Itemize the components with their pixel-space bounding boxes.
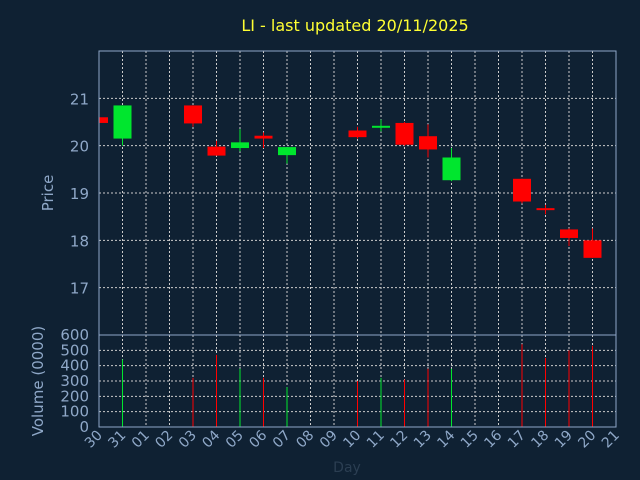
candle-body [278, 147, 296, 156]
price-tick-label: 20 [70, 138, 89, 156]
candle-body [536, 208, 555, 211]
volume-series [122, 344, 593, 427]
volume-tick-label: 200 [60, 387, 89, 405]
chart-title: LI - last updated 20/11/2025 [241, 16, 468, 35]
candle-body [231, 142, 249, 149]
volume-panel-frame [98, 334, 617, 428]
candle-body [583, 240, 602, 258]
x-tick-label: 16 [481, 427, 505, 451]
x-tick-label: 12 [387, 428, 411, 452]
x-tick-label: 13 [411, 428, 435, 452]
price-axis-label: Price [39, 175, 57, 212]
volume-tick-label: 300 [60, 372, 89, 390]
price-tick-label: 17 [70, 280, 89, 298]
candle-body [513, 178, 531, 202]
volume-tick-label: 600 [60, 326, 89, 344]
x-tick-label: 02 [152, 428, 176, 452]
candle-body [560, 229, 578, 238]
volume-tick-label: 400 [60, 357, 89, 375]
price-axis: 17 18 19 20 21 [70, 90, 89, 297]
candle-body [254, 135, 273, 139]
candle-body [184, 105, 202, 124]
candle-body [372, 125, 390, 128]
x-tick-label: 20 [575, 428, 599, 452]
x-tick-label: 09 [317, 428, 341, 452]
candle-body [442, 157, 461, 181]
x-tick-label: 06 [246, 427, 270, 451]
price-tick-label: 19 [70, 185, 89, 203]
candles-series [98, 105, 602, 258]
price-grid [98, 51, 617, 335]
candle-body [99, 117, 108, 123]
candle-body [419, 136, 437, 150]
candle-body [113, 105, 132, 139]
x-tick-label: 31 [105, 428, 129, 452]
x-tick-label: 05 [223, 428, 247, 452]
volume-tick-label: 0 [79, 418, 89, 436]
candle-body [207, 146, 226, 156]
x-tick-label: 08 [293, 428, 317, 452]
x-tick-label: 14 [434, 427, 458, 451]
price-tick-label: 21 [70, 90, 89, 108]
x-axis-label: Day [333, 460, 361, 476]
volume-axis-label: Volume (0000) [29, 326, 47, 436]
x-tick-label: 03 [176, 428, 200, 452]
volume-tick-label: 500 [60, 341, 89, 359]
x-tick-label: 11 [364, 428, 388, 452]
volume-tick-label: 100 [60, 403, 89, 421]
candle-body [348, 130, 367, 138]
x-axis: 30 31 01 02 03 04 05 06 07 08 09 10 11 12 13 14 15 16 17 18… [82, 427, 623, 451]
x-tick-label: 18 [528, 428, 552, 452]
price-tick-label: 18 [70, 232, 89, 250]
x-tick-label: 04 [199, 427, 223, 451]
x-tick-label: 01 [129, 428, 153, 452]
x-tick-label: 21 [599, 428, 623, 452]
x-tick-label: 10 [340, 428, 364, 452]
candle-body [395, 122, 414, 145]
x-tick-label: 07 [270, 428, 294, 452]
x-tick-label: 17 [505, 428, 529, 452]
x-tick-label: 19 [552, 428, 576, 452]
x-tick-label: 15 [458, 428, 482, 452]
